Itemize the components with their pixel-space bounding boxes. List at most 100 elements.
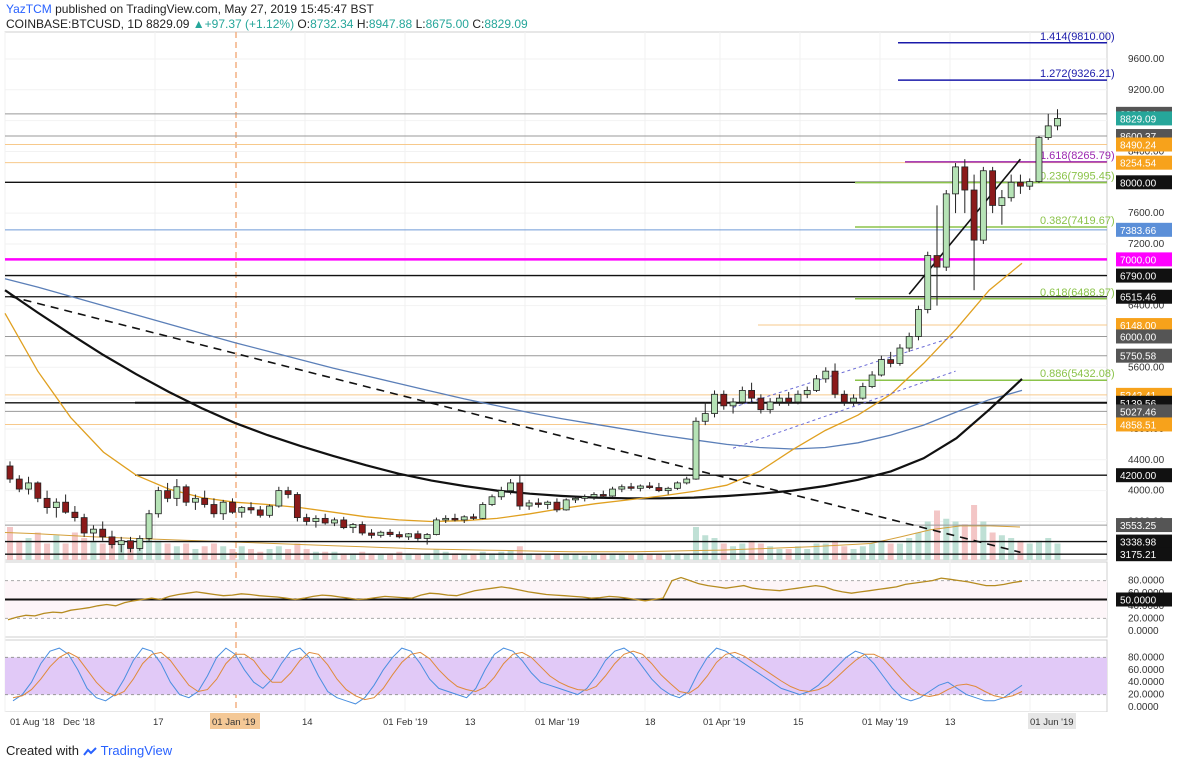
volume-bar: [637, 554, 644, 560]
candle-down: [127, 540, 134, 549]
volume-bar: [146, 538, 153, 560]
price-level-badge-label: 8490.24: [1120, 141, 1157, 152]
candle-down: [961, 166, 969, 191]
candle-up: [952, 166, 959, 195]
volume-bar: [489, 553, 496, 560]
price-level-badge: [1116, 289, 1172, 304]
price-level-badge-label: 8254.54: [1120, 159, 1157, 170]
candle-up: [701, 413, 709, 422]
volume-bar: [915, 532, 922, 560]
candle-up: [738, 390, 746, 403]
volume-bar: [155, 540, 162, 560]
time-axis-label: 01 Jan '19: [212, 717, 256, 728]
candle-up: [1007, 181, 1015, 199]
price-level-badge-label: 7000.00: [1120, 255, 1157, 266]
price-level-badge: [1116, 417, 1172, 432]
volume-bar: [683, 554, 690, 560]
candle-up: [664, 487, 672, 492]
volume-bar: [767, 546, 774, 560]
candle-up: [905, 336, 913, 349]
volume-bar: [71, 532, 78, 560]
price-axis-tick-label: 4000.00: [1128, 486, 1165, 497]
candle-up: [822, 370, 830, 380]
volume-bar: [322, 551, 329, 560]
time-axis-label: 01 Aug '18: [10, 717, 55, 728]
candle-up: [609, 488, 616, 497]
volume-bar: [822, 543, 829, 560]
price-level-badge-label: 7383.66: [1120, 226, 1157, 237]
volume-bar: [7, 527, 13, 560]
volume-bar: [859, 546, 866, 560]
price-level-badge: [1116, 175, 1172, 190]
candle-up: [794, 393, 802, 403]
volume-bar: [869, 543, 876, 560]
price-level-badge-label: 8000.00: [1120, 178, 1157, 189]
time-axis-highlight: [210, 713, 260, 729]
volume-bar: [989, 532, 996, 560]
price-axis-tick-label: 6400.00: [1128, 301, 1165, 312]
volume-bar: [794, 546, 801, 560]
candle-down: [933, 255, 941, 268]
price-level-badge-label: 6000.00: [1120, 332, 1157, 343]
price-level-badge-label: 5027.46: [1120, 407, 1157, 418]
volume-bar: [553, 553, 560, 560]
candle-down: [358, 524, 366, 534]
price-axis-tick-label: 9600.00: [1128, 54, 1165, 65]
candle-up: [460, 516, 468, 521]
volume-bar: [257, 551, 264, 560]
candle-up: [266, 505, 273, 516]
stoch-axis-tick-label: 40.0000: [1128, 677, 1165, 688]
author-link[interactable]: YazTCM: [6, 2, 52, 16]
candle-down: [970, 189, 978, 241]
volume-bar: [646, 554, 653, 560]
fibonacci-level-label: 0.236(7995.45): [1040, 171, 1115, 183]
volume-bar: [312, 551, 319, 560]
volume-bar: [368, 553, 375, 560]
price-level-badge-label: 5750.58: [1120, 352, 1157, 363]
volume-bar: [34, 532, 41, 560]
time-axis-label: 15: [793, 717, 804, 728]
volume-bar: [841, 546, 848, 560]
candle-up: [979, 170, 987, 241]
volume-bar: [896, 543, 903, 560]
price-level-badge: [1116, 329, 1172, 344]
candle-up: [312, 517, 320, 522]
candle-up: [145, 513, 153, 539]
volume-bar: [980, 521, 987, 560]
fibonacci-level-label: 1.272(9326.21): [1040, 68, 1115, 80]
price-level-badge-label: 3175.21: [1120, 550, 1157, 561]
volume-bar: [498, 551, 505, 560]
candle-down: [414, 533, 422, 539]
time-axis-label: 01 Feb '19: [383, 717, 428, 728]
low-label: L:: [415, 17, 426, 31]
tradingview-logo-icon: [82, 746, 97, 756]
candle-up: [896, 347, 904, 364]
candle-down: [182, 486, 190, 503]
symbol-label[interactable]: COINBASE:BTCUSD, 1D: [6, 17, 143, 31]
price-level-badge: [1116, 468, 1172, 483]
volume-bar: [1054, 543, 1061, 560]
time-axis-label: 01 Jun '19: [1030, 717, 1074, 728]
candle-up: [1026, 181, 1034, 187]
candle-down: [6, 465, 14, 480]
volume-ma-line: [4, 525, 1021, 553]
volume-bar: [748, 540, 755, 560]
price-level-badge-label: 3553.25: [1120, 521, 1157, 532]
candle-up: [154, 490, 162, 515]
candle-up: [859, 386, 867, 399]
tradingview-link[interactable]: TradingView: [100, 743, 173, 758]
volume-bar: [887, 543, 894, 560]
volume-bar: [934, 510, 940, 560]
candle-up: [729, 401, 737, 407]
candle-up: [497, 490, 505, 498]
candle-down: [368, 532, 375, 536]
volume-bar: [507, 550, 514, 560]
price-level-badge: [1116, 155, 1172, 170]
volume-bar: [692, 527, 699, 560]
candle-down: [451, 517, 459, 521]
volume-bar: [201, 546, 208, 560]
time-axis-highlight: [1028, 713, 1076, 729]
price-level-badge: [1116, 348, 1172, 363]
volume-bar: [377, 554, 384, 560]
